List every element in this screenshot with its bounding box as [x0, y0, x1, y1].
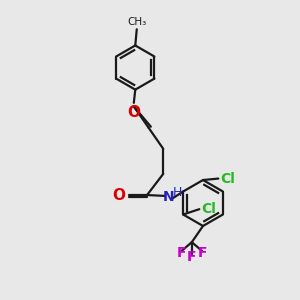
Text: H: H — [173, 187, 182, 200]
Text: F: F — [187, 250, 196, 264]
Text: Cl: Cl — [201, 202, 216, 216]
Text: F: F — [177, 246, 186, 260]
Text: Cl: Cl — [220, 172, 235, 186]
Text: F: F — [197, 246, 207, 260]
Text: O: O — [127, 105, 140, 120]
Text: CH₃: CH₃ — [127, 17, 146, 27]
Text: N: N — [162, 190, 174, 203]
Text: O: O — [112, 188, 125, 202]
